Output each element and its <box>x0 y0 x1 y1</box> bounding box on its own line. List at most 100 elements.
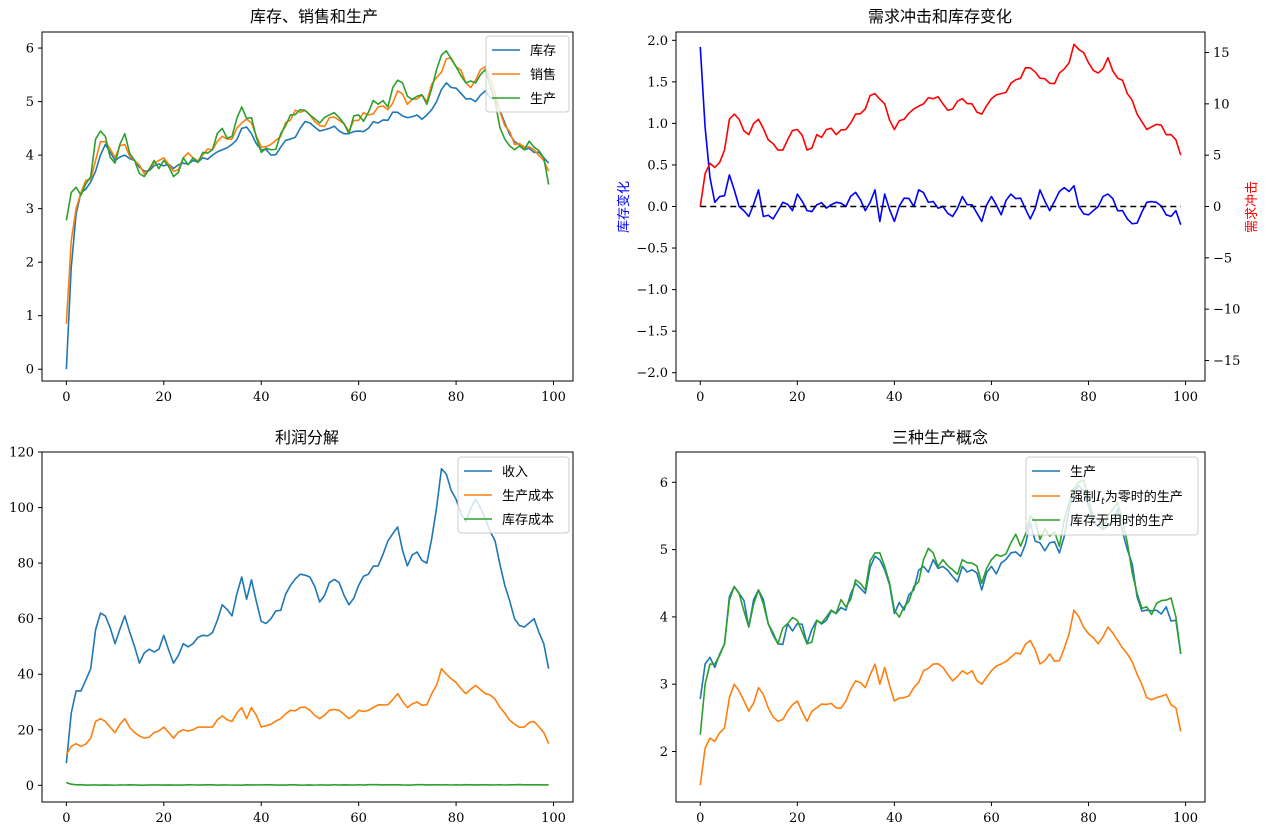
plot-frame <box>41 31 574 382</box>
panel-title: 库存、销售和生产 <box>250 7 378 26</box>
x-tick-label: 100 <box>541 811 566 826</box>
y-tick-label: 120 <box>9 446 34 461</box>
series-group <box>65 49 550 370</box>
y-right-tick-label: −15 <box>1213 354 1240 369</box>
tick-labels: 0 20 40 60 80 100 0 20 40 60 80 100 120 <box>9 446 566 827</box>
y-axis-label-left: 库存变化 <box>616 181 632 233</box>
legend: 生产 强制It为零时的生产 库存无用时的生产 <box>1025 456 1199 536</box>
x-tick-label: 20 <box>789 811 806 826</box>
y-tick-label: 2.0 <box>647 34 668 49</box>
series-line <box>66 781 549 787</box>
x-tick-label: 80 <box>448 390 465 405</box>
y-tick-label: 4 <box>26 149 34 164</box>
y-right-tick-label: −5 <box>1213 251 1232 266</box>
panel-title: 三种生产概念 <box>892 428 988 447</box>
y-right-tick-label: 5 <box>1213 149 1221 164</box>
legend-box <box>457 456 570 534</box>
x-tick-label: 0 <box>696 811 704 826</box>
legend-label-inventory: 库存 <box>530 43 556 59</box>
x-tick-label: 20 <box>156 811 173 826</box>
legend-label-production: 生产 <box>1070 465 1096 480</box>
x-tick-label: 20 <box>156 390 173 405</box>
panel-three-production-concepts: 三种生产概念 0 20 40 60 80 100 2 3 4 5 6 生产 强制It为零时的生产 库… <box>660 428 1206 826</box>
y-tick-label: 3 <box>660 678 668 693</box>
y-tick-label: −2.0 <box>636 366 668 381</box>
y-tick-label: 0 <box>26 779 34 794</box>
y-tick-label: −1.5 <box>636 325 668 340</box>
x-tick-label: 80 <box>1080 811 1097 826</box>
x-tick-label: 0 <box>696 390 704 405</box>
y-tick-label: 3 <box>26 202 34 217</box>
x-tick-label: 60 <box>983 390 1000 405</box>
x-tick-label: 100 <box>1173 811 1198 826</box>
y-tick-label: 1 <box>26 309 34 324</box>
x-tick-label: 0 <box>62 390 70 405</box>
panel-title: 利润分解 <box>275 428 339 447</box>
legend-label-inventory-cost: 库存成本 <box>502 512 554 528</box>
plot-frame <box>675 31 1206 382</box>
x-tick-label: 40 <box>886 390 903 405</box>
y-tick-label: 0.5 <box>647 158 668 173</box>
y-tick-label: 1.0 <box>647 117 668 132</box>
panel-profit-decomposition: 利润分解 0 20 40 60 80 100 0 20 40 60 80 100 120 收入 生产成本… <box>9 428 574 827</box>
y-tick-label: 6 <box>26 42 34 57</box>
y-right-tick-label: 0 <box>1213 200 1221 215</box>
y-tick-label: 0.0 <box>647 200 668 215</box>
y-tick-label: 40 <box>17 668 34 683</box>
y-tick-label: −1.0 <box>636 283 668 298</box>
x-tick-label: 0 <box>62 811 70 826</box>
legend-label-sales: 销售 <box>530 67 556 83</box>
x-tick-label: 60 <box>350 390 367 405</box>
y-right-tick-label: 10 <box>1213 97 1230 112</box>
y-axis-label-right: 需求冲击 <box>1245 181 1260 233</box>
y-right-tick-label: 15 <box>1213 46 1230 61</box>
y-tick-label: 5 <box>26 95 34 110</box>
y-tick-label: 1.5 <box>647 75 668 90</box>
series-line <box>699 43 1182 207</box>
y-tick-label: 80 <box>17 557 34 572</box>
y-tick-label: 0 <box>26 363 34 378</box>
y-tick-label: 5 <box>660 543 668 558</box>
x-tick-label: 100 <box>1173 390 1198 405</box>
legend-label-forced-zero: 强制It为零时的生产 <box>1070 489 1183 507</box>
y-right-tick-label: −10 <box>1213 303 1240 318</box>
x-tick-label: 60 <box>350 811 367 826</box>
panel-inventory-sales-production: 库存、销售和生产 0 20 40 60 80 100 0 1 2 3 4 5 6 库存 销售 生产 <box>26 7 574 405</box>
y-tick-label: 2 <box>26 256 34 271</box>
legend-label-inventory-useless: 库存无用时的生产 <box>1070 513 1174 529</box>
x-tick-label: 40 <box>886 811 903 826</box>
plot-frame <box>41 451 574 803</box>
legend-box <box>485 35 570 113</box>
y-tick-label: 6 <box>660 476 668 491</box>
legend-box <box>1025 456 1199 536</box>
y-tick-label: 60 <box>17 612 34 627</box>
legend: 库存 销售 生产 <box>485 35 570 113</box>
series-line <box>65 49 550 221</box>
y-tick-label: 100 <box>9 501 34 516</box>
y-tick-label: 2 <box>660 745 668 760</box>
panel-demand-shock-inventory-change: 需求冲击和库存变化 0 20 40 60 80 100−2.0−1.5−1.0−0.50.… <box>616 7 1260 405</box>
legend: 收入 生产成本 库存成本 <box>457 456 570 534</box>
y-tick-label: −0.5 <box>636 242 668 257</box>
legend-label-production-cost: 生产成本 <box>502 489 554 504</box>
x-tick-label: 80 <box>1080 390 1097 405</box>
panel-title: 需求冲击和库存变化 <box>868 7 1012 26</box>
plot-frame <box>675 451 1206 803</box>
x-tick-label: 40 <box>253 390 270 405</box>
tick-labels: 0 20 40 60 80 100 0 1 2 3 4 5 6 <box>26 42 566 405</box>
x-tick-label: 60 <box>983 811 1000 826</box>
series-line <box>699 609 1182 786</box>
x-tick-label: 100 <box>541 390 566 405</box>
x-tick-label: 80 <box>448 811 465 826</box>
series-line <box>65 667 550 756</box>
legend-label-production: 生产 <box>530 92 556 107</box>
series-group <box>699 43 1182 226</box>
legend-label-revenue: 收入 <box>502 465 528 480</box>
y-tick-label: 4 <box>660 610 668 625</box>
x-tick-label: 40 <box>253 811 270 826</box>
x-tick-label: 20 <box>789 390 806 405</box>
tick-labels: 0 20 40 60 80 100−2.0−1.5−1.0−0.50.00.51.01.5… <box>636 34 1240 405</box>
y-tick-label: 20 <box>17 723 34 738</box>
